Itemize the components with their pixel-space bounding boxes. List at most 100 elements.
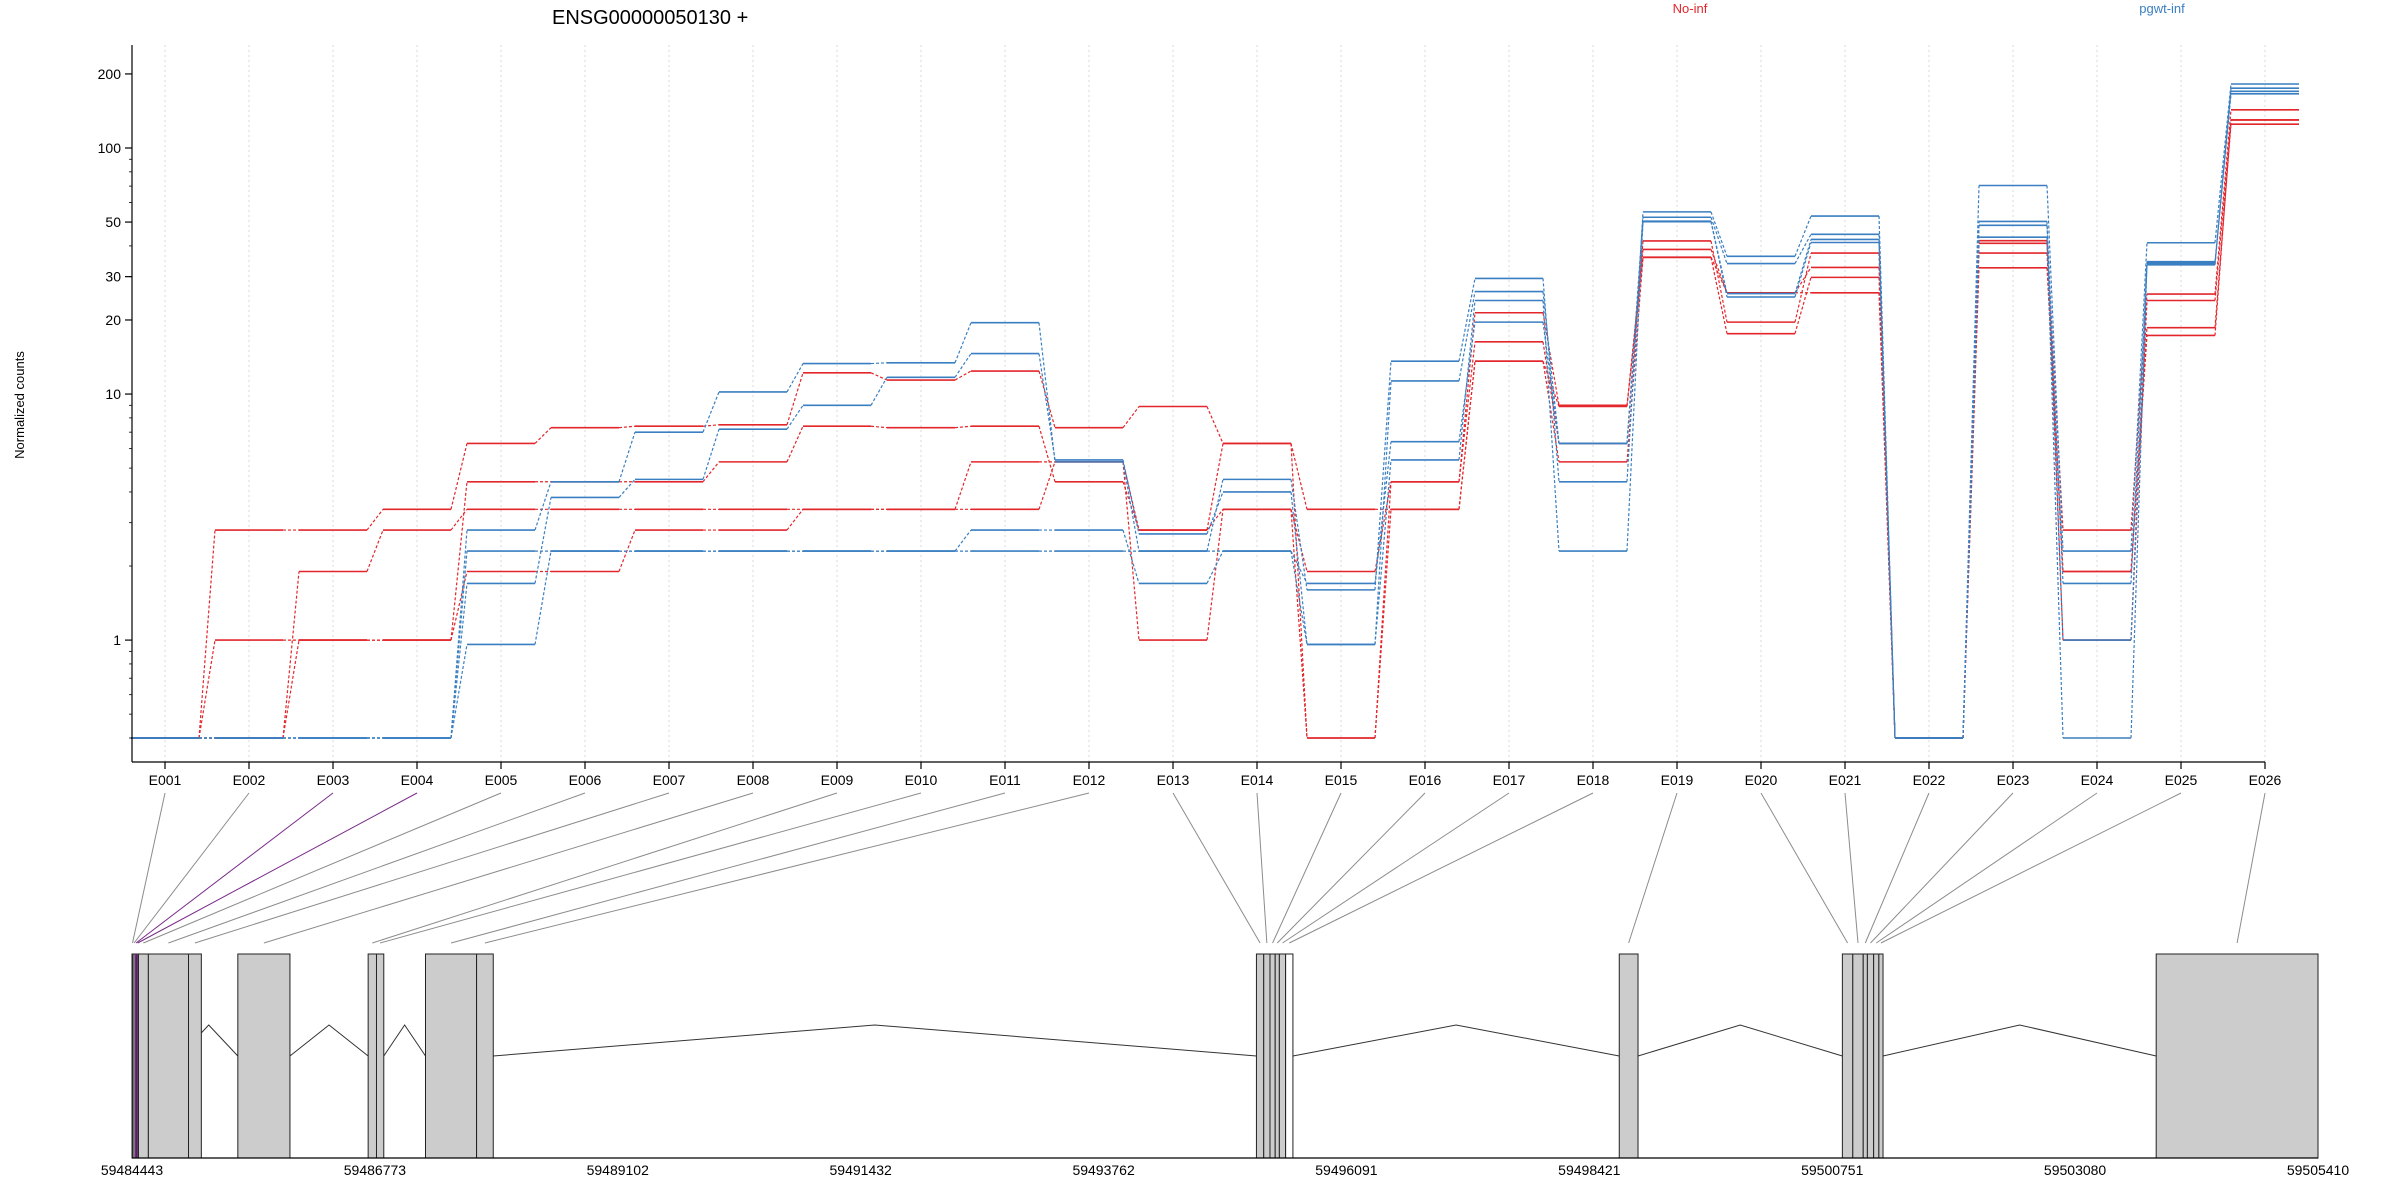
series-connector: [2130, 263, 2148, 739]
x-tick-label: E021: [1829, 772, 1862, 788]
series-connector: [1710, 217, 1728, 264]
series-connector: [954, 529, 972, 552]
series-connector: [618, 431, 636, 482]
gene-model: 59484443 59486773 59489102 59491432 59493762…: [101, 953, 2350, 1178]
genomic-tick-label: 59491432: [830, 1162, 893, 1178]
exon-box: [1878, 953, 1884, 1159]
x-tick-label: E009: [821, 772, 854, 788]
series-connector: [1542, 300, 1560, 552]
series-connector: [1038, 353, 1056, 460]
series-connector: [1122, 406, 1140, 429]
series-connector: [1458, 300, 1476, 460]
exon-box: [188, 953, 202, 1159]
exon-box: [1263, 953, 1271, 1159]
series-lines: [131, 83, 2299, 739]
exon-connector: [484, 792, 1090, 944]
series-connector: [954, 322, 972, 363]
series-connector: [1206, 406, 1224, 444]
series-connector: [2214, 119, 2232, 301]
series-connector: [450, 443, 468, 510]
exon-box: [1255, 953, 1265, 1159]
exon-connector: [1760, 792, 1849, 944]
exon-connector: [1875, 792, 2098, 944]
series-connector: [1206, 479, 1224, 552]
series-connector: [2046, 185, 2064, 552]
series-connector: [1290, 479, 1308, 590]
exon-box: [1285, 953, 1294, 1159]
series-connector: [1542, 278, 1560, 482]
intron: [383, 1024, 426, 1057]
x-tick-label: E005: [485, 772, 518, 788]
intron: [1637, 1024, 1843, 1057]
series-connector: [1290, 491, 1308, 645]
series-connector: [1542, 360, 1560, 407]
legend-label-pgwt-inf: pgwt-inf: [2139, 1, 2185, 16]
genomic-tick-label: 59498421: [1558, 1162, 1621, 1178]
series-connector: [1290, 550, 1308, 584]
series-connector: [1374, 459, 1392, 645]
series-connector: [1458, 312, 1476, 482]
series-connector: [1794, 233, 1812, 264]
series-connector: [870, 376, 888, 406]
series-connector: [1458, 322, 1476, 442]
series-connector: [1458, 341, 1476, 482]
genomic-tick-label: 59489102: [587, 1162, 650, 1178]
series-connector: [1542, 312, 1560, 406]
exon-connector: [1256, 792, 1268, 944]
series-connector: [534, 550, 552, 645]
exon-box: [1274, 953, 1280, 1159]
exon-connector: [1628, 792, 1678, 944]
x-tick-label: E018: [1577, 772, 1610, 788]
series-connector: [1710, 257, 1728, 334]
series-connector: [1122, 529, 1140, 584]
series-connector: [198, 530, 216, 739]
series-connector: [1878, 242, 1896, 739]
exon-box: [375, 953, 385, 1159]
series-connector: [1374, 361, 1392, 590]
series-connector: [1290, 443, 1308, 739]
y-tick-label: 50: [105, 214, 121, 230]
x-tick-label: E008: [737, 772, 770, 788]
series-connector: [1794, 239, 1812, 294]
exon-connector: [143, 792, 502, 944]
series-connector: [1710, 221, 1728, 298]
x-tick-label: E011: [989, 772, 1021, 788]
series-connector: [1710, 240, 1728, 323]
x-tick-label: E012: [1073, 772, 1106, 788]
genomic-tick-label: 59505410: [2287, 1162, 2350, 1178]
exon-box: [2155, 953, 2319, 1159]
genomic-tick-label: 59486773: [344, 1162, 407, 1178]
x-tick-label: E002: [233, 772, 266, 788]
x-tick-label: E013: [1157, 772, 1190, 788]
series-connector: [2214, 83, 2232, 243]
y-tick-label: 10: [105, 386, 121, 402]
exon-connector: [263, 792, 754, 944]
series-connector: [1542, 291, 1560, 444]
x-tick-label: E004: [401, 772, 434, 788]
series-connector: [1794, 215, 1812, 257]
exon-connector: [1870, 792, 2014, 944]
exon-box: [1618, 953, 1639, 1159]
exon-connector: [1276, 792, 1426, 944]
exon-connector: [372, 792, 838, 944]
series-connector: [786, 508, 804, 531]
genomic-tick-label: 59500751: [1801, 1162, 1864, 1178]
x-tick-label: E020: [1745, 772, 1778, 788]
series-connector: [1626, 221, 1644, 444]
exon-connector: [168, 792, 586, 944]
intron: [493, 1024, 1257, 1057]
series-connector: [1542, 322, 1560, 444]
series-connector: [1206, 550, 1224, 584]
y-tick-label: 100: [98, 140, 122, 156]
exon-gridlines: [164, 45, 2266, 762]
series-connector: [1206, 491, 1224, 535]
series-connector: [1962, 237, 1980, 739]
series-connector: [870, 362, 888, 365]
series-connector: [2130, 242, 2148, 552]
exon-box: [424, 953, 478, 1159]
series-connector: [450, 583, 468, 739]
series-connector: [450, 571, 468, 641]
x-tick-label: E010: [905, 772, 938, 788]
intron: [289, 1024, 369, 1057]
